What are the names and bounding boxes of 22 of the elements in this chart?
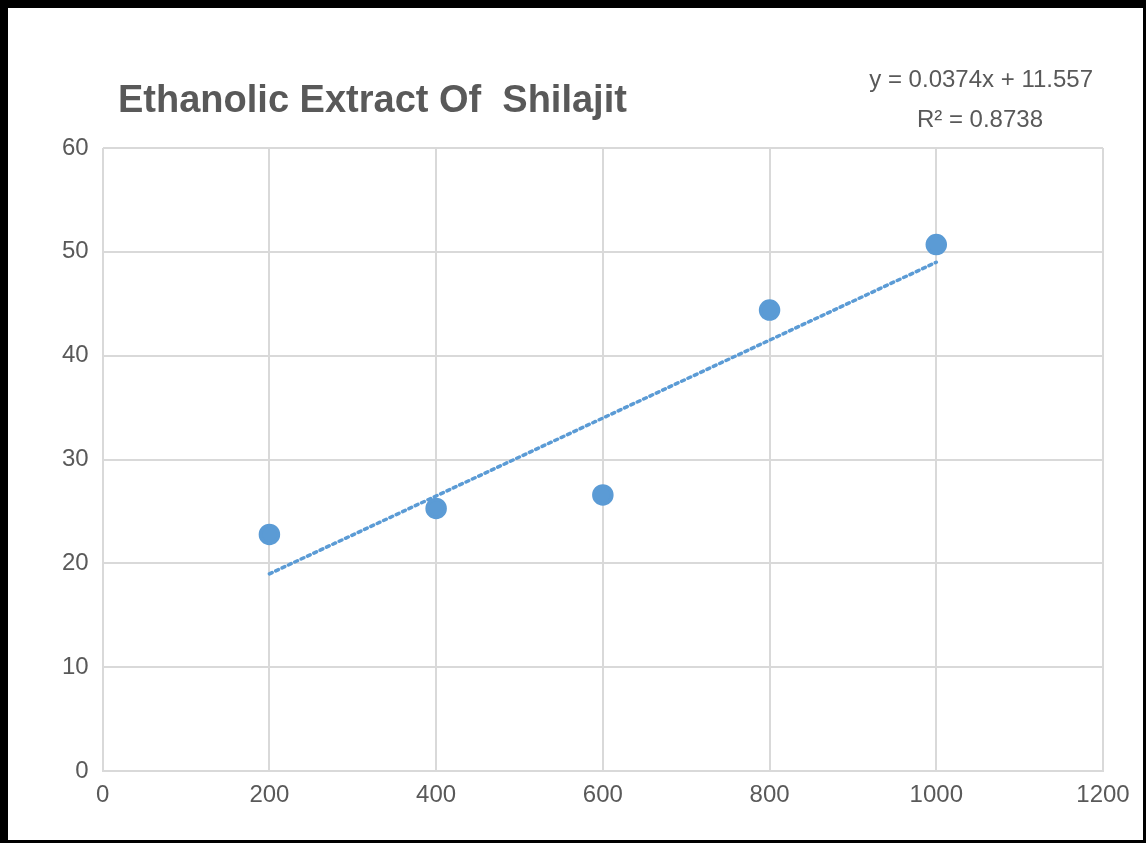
x-tick-label: 200 bbox=[249, 780, 290, 808]
y-tick-label: 40 bbox=[61, 340, 89, 368]
x-tick-label: 1000 bbox=[909, 780, 963, 808]
y-tick-label: 0 bbox=[75, 755, 89, 783]
x-tick-label: 0 bbox=[96, 780, 110, 808]
y-tick-label: 50 bbox=[61, 236, 89, 264]
y-tick-label: 30 bbox=[61, 444, 89, 472]
text: y = 0.0374x + 11.557 bbox=[869, 64, 1093, 92]
y-tick-label: 10 bbox=[61, 651, 89, 679]
x-tick-label: 400 bbox=[416, 780, 457, 808]
point bbox=[425, 497, 447, 520]
y-tick-label: 60 bbox=[61, 132, 89, 160]
y-tick-label: 20 bbox=[61, 548, 89, 576]
x-tick-label: 800 bbox=[749, 780, 790, 808]
point bbox=[758, 299, 781, 321]
chart-title: Ethanolic Extract Of Shilajit bbox=[118, 78, 628, 121]
text: R² = 0.8738 bbox=[916, 104, 1043, 132]
point bbox=[258, 523, 281, 546]
point bbox=[925, 233, 948, 256]
point bbox=[592, 484, 614, 506]
x-tick-label: 600 bbox=[582, 780, 623, 808]
x-tick-label: 1200 bbox=[1076, 780, 1130, 808]
